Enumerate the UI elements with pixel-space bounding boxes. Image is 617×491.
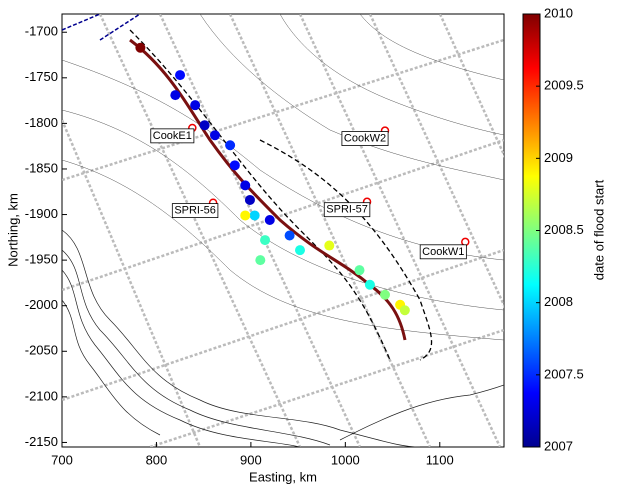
x-axis-label: Easting, km [249,469,317,484]
flood-point [249,210,260,221]
y-tick-label: -1900 [25,206,58,221]
x-tick-label: 1100 [426,452,454,467]
flood-point [229,160,240,171]
y-axis-label: Northing, km [5,193,20,267]
station-label: SPRI-57 [326,204,368,216]
station-marker [461,237,470,247]
station-label-box [171,203,219,219]
flood-point [260,235,271,246]
plot-area [61,13,505,448]
flood-point [264,215,275,226]
y-tick-label: -2000 [25,297,58,312]
x-tick-label: 900 [240,452,262,467]
flood-point [284,230,295,241]
station-label: CookW2 [344,133,386,145]
flood-point [199,120,210,131]
y-tick-label: -2100 [25,388,58,403]
contours [62,14,504,447]
flood-point [295,245,305,256]
flood-point [210,130,220,141]
flood-point [380,289,390,300]
x-tick-label: 700 [51,452,73,467]
flood-point [240,210,251,221]
y-tick-label: -2050 [25,343,58,358]
flowpath [129,38,407,341]
station-label: CookW1 [422,246,464,258]
x-tick-label: 1000 [331,452,360,467]
colorbar-tick-label: 2009.5 [544,78,584,93]
flood-point [190,100,201,111]
colorbar-tick-label: 2009 [544,150,573,165]
flood-point [175,70,186,81]
colorbar-tick-label: 2007 [544,438,573,453]
marks: CookE1 CookW2 SPRI-56 SPRI-57 CookW1 [135,42,470,316]
flood-point [225,140,236,151]
y-tick-label: -1750 [25,69,58,84]
colorbar-tick-label: 2008 [544,294,573,309]
flood-point [364,279,375,290]
colorbar-tick-label: 2010 [544,5,573,20]
station-label-box [341,131,389,146]
y-tick-label: -1950 [25,252,58,267]
station-label: SPRI-56 [174,205,216,217]
y-tick-label: -2150 [25,434,58,449]
flood-point [240,180,251,191]
flood-point [244,194,255,205]
tracks [62,14,504,447]
flood-point [354,265,365,276]
y-tick-label: -1800 [25,115,58,130]
colorbar-tick-label: 2008.5 [544,222,584,237]
station-label: CookE1 [153,130,192,142]
station-label-box [323,202,371,218]
x-tick-label: 800 [146,452,168,467]
y-tick-label: -1700 [25,24,58,39]
station-label-box [419,244,467,260]
flood-point [255,255,266,266]
flood-point [170,90,181,101]
map-layer [62,14,504,447]
colorbar-tick-label: 2007.5 [544,366,584,381]
flood-point [399,305,410,316]
station-label-box [150,128,195,144]
y-tick-label: -1850 [25,160,58,175]
flood-point [324,240,335,251]
flood-point [135,42,146,53]
colorbar-label: date of flood start [591,179,606,280]
